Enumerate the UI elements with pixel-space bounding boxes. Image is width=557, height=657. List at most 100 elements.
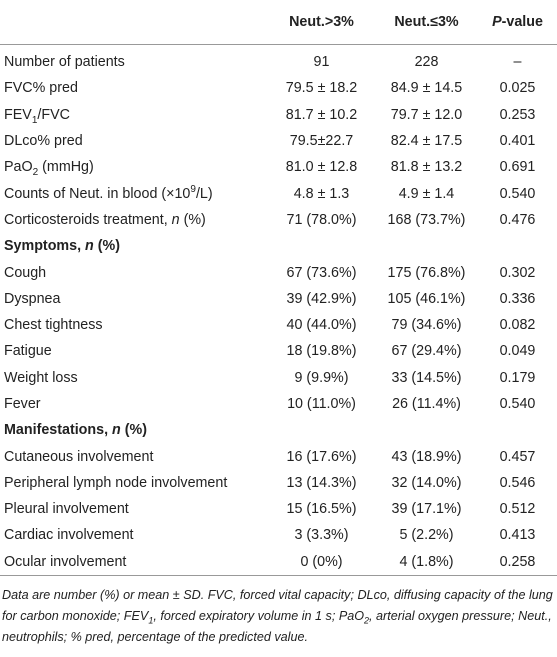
cell: 0.401 bbox=[499, 133, 536, 150]
row: Peripheral lymph node involvement 13 (14.… bbox=[0, 470, 557, 496]
header-row: Neut.>3% Neut.≤3% P-value bbox=[0, 0, 557, 45]
cell: 4.8 ± 1.3 bbox=[293, 185, 350, 202]
row: Corticosteroids treatment, n (%) 71 (78.0… bbox=[0, 207, 557, 233]
cell: 105 (46.1%) bbox=[387, 290, 466, 307]
row: Number of patients 91 228 – bbox=[0, 45, 557, 76]
row-label: Corticosteroids treatment, n (%) bbox=[0, 207, 268, 233]
cell: 168 (73.7%) bbox=[387, 211, 466, 228]
cell: 84.9 ± 14.5 bbox=[390, 80, 463, 97]
row-label: Pleural involvement bbox=[4, 501, 129, 518]
cell: 0.540 bbox=[499, 396, 536, 412]
footnote-part: , forced expiratory volume in 1 s; PaO bbox=[153, 608, 365, 623]
row-label: FEV1/FVC bbox=[0, 102, 268, 128]
label-part: (%) bbox=[93, 238, 120, 255]
label-part: Symptoms, bbox=[4, 238, 86, 255]
label-part: Manifestations, bbox=[4, 422, 113, 439]
cell: 0 (0%) bbox=[268, 548, 375, 576]
cell: 0.512 bbox=[499, 501, 536, 518]
cell: 18 (19.8%) bbox=[286, 343, 357, 360]
header-text: -value bbox=[501, 14, 543, 30]
cell: 0.540 bbox=[499, 185, 536, 202]
row-label: Chest tightness bbox=[4, 317, 103, 334]
row-label: Counts of Neut. in blood (×109/L) bbox=[0, 180, 268, 206]
row: Cardiac involvement 3 (3.3%) 5 (2.2%) 0.413 bbox=[0, 522, 557, 548]
cell: 91 bbox=[313, 54, 330, 71]
label-italic: n bbox=[112, 422, 121, 439]
row-label: Weight loss bbox=[4, 369, 78, 386]
label-part: PaO bbox=[4, 159, 33, 176]
cell: 0.179 bbox=[499, 369, 536, 386]
header-cell: Neut.>3% bbox=[268, 0, 375, 45]
cell: 0.049 bbox=[499, 343, 536, 360]
cell: – bbox=[513, 54, 522, 71]
row: DLco% pred 79.5±22.7 82.4 ± 17.5 0.401 bbox=[0, 128, 557, 154]
cell: 0.025 bbox=[499, 80, 536, 97]
cell: 33 (14.5%) bbox=[391, 369, 462, 386]
cell: 26 (11.4%) bbox=[392, 396, 461, 412]
cell: 39 (17.1%) bbox=[391, 501, 462, 518]
label-part: (mmHg) bbox=[38, 159, 94, 176]
cell: 32 (14.0%) bbox=[391, 474, 462, 491]
row: Dyspnea 39 (42.9%) 105 (46.1%) 0.336 bbox=[0, 286, 557, 312]
row: Counts of Neut. in blood (×109/L) 4.8 ± 1… bbox=[0, 180, 557, 206]
cell: 0.413 bbox=[499, 527, 536, 544]
label-part: Counts of Neut. in blood (×10 bbox=[4, 185, 191, 202]
cell: 0.258 bbox=[478, 548, 557, 576]
row-label: DLco% pred bbox=[4, 133, 83, 150]
row-label: FVC% pred bbox=[4, 80, 78, 97]
cell: 0.457 bbox=[499, 448, 536, 465]
cell: 0.691 bbox=[499, 159, 536, 176]
row: Cutaneous involvement 16 (17.6%) 43 (18.9%… bbox=[0, 443, 557, 469]
label-part: FEV bbox=[4, 106, 32, 123]
row: Ocular involvement 0 (0%) 4 (1.8%) 0.258 bbox=[0, 548, 557, 576]
cell: 0.546 bbox=[499, 474, 536, 491]
header-cell: P-value bbox=[478, 0, 557, 45]
cell: 67 (29.4%) bbox=[391, 343, 462, 360]
cell: 79 (34.6%) bbox=[391, 317, 462, 334]
cell: 81.8 ± 13.2 bbox=[390, 159, 463, 176]
row-label: Cardiac involvement bbox=[4, 527, 134, 544]
table-body: Number of patients 91 228– FVC% pred 79.5 ±… bbox=[0, 45, 557, 576]
row: Fatigue 18 (19.8%) 67 (29.4%) 0.049 bbox=[0, 338, 557, 364]
cell: 43 (18.9%) bbox=[391, 448, 462, 465]
footnote-sub: 2 bbox=[364, 615, 370, 626]
cell: 71 (78.0%) bbox=[286, 211, 357, 228]
section-label: Symptoms, n (%) bbox=[0, 233, 557, 259]
label-part: (%) bbox=[179, 211, 206, 228]
cell: 79.5 ± 18.2 bbox=[285, 80, 358, 97]
cell: 4 (1.8%) bbox=[375, 548, 478, 576]
cell: 0.302 bbox=[499, 264, 536, 281]
row: Pleural involvement 15 (16.5%) 39 (17.1%) 0… bbox=[0, 496, 557, 522]
cell: 3 (3.3%) bbox=[294, 527, 349, 544]
label-part: Corticosteroids treatment, bbox=[4, 211, 172, 228]
cell: 10 (11.0%) bbox=[287, 396, 356, 412]
label-sub: 2 bbox=[32, 167, 39, 179]
row: FVC% pred 79.5 ± 18.2 84.9 ± 14.5 0.025 bbox=[0, 75, 557, 101]
section-label: Manifestations, n (%) bbox=[0, 417, 557, 443]
label-italic: n bbox=[171, 211, 180, 228]
label-italic: n bbox=[85, 238, 94, 255]
row: Chest tightness 40 (44.0%) 79 (34.6%) 0.082 bbox=[0, 312, 557, 338]
cell: 67 (73.6%) bbox=[286, 264, 357, 281]
row-label: Number of patients bbox=[4, 54, 125, 71]
cell: 39 (42.9%) bbox=[286, 290, 357, 307]
header-cell bbox=[0, 0, 268, 45]
cell: 81.7 ± 10.2 bbox=[285, 106, 358, 123]
cell: 5 (2.2%) bbox=[399, 527, 454, 544]
cell: 16 (17.6%) bbox=[286, 448, 357, 465]
cell: 9 (9.9%) bbox=[294, 369, 349, 386]
cell: 13 (14.3%) bbox=[286, 474, 357, 491]
label-part: /L) bbox=[195, 185, 213, 202]
cell: 40 (44.0%) bbox=[286, 317, 357, 334]
header-cell: Neut.≤3% bbox=[375, 0, 478, 45]
table-header: Neut.>3% Neut.≤3% P-value bbox=[0, 0, 557, 45]
footnote-part: Data are number (%) or mean ± SD. FVC, f… bbox=[2, 587, 553, 623]
row-label: Fatigue bbox=[4, 343, 52, 360]
label-sub: 1 bbox=[31, 114, 38, 126]
row-label: Peripheral lymph node involvement bbox=[4, 474, 228, 491]
cell: 0.476 bbox=[499, 211, 536, 228]
cell: 79.5±22.7 bbox=[289, 133, 354, 150]
cell: 175 (76.8%) bbox=[387, 264, 466, 281]
row-label: Ocular involvement bbox=[0, 548, 268, 576]
